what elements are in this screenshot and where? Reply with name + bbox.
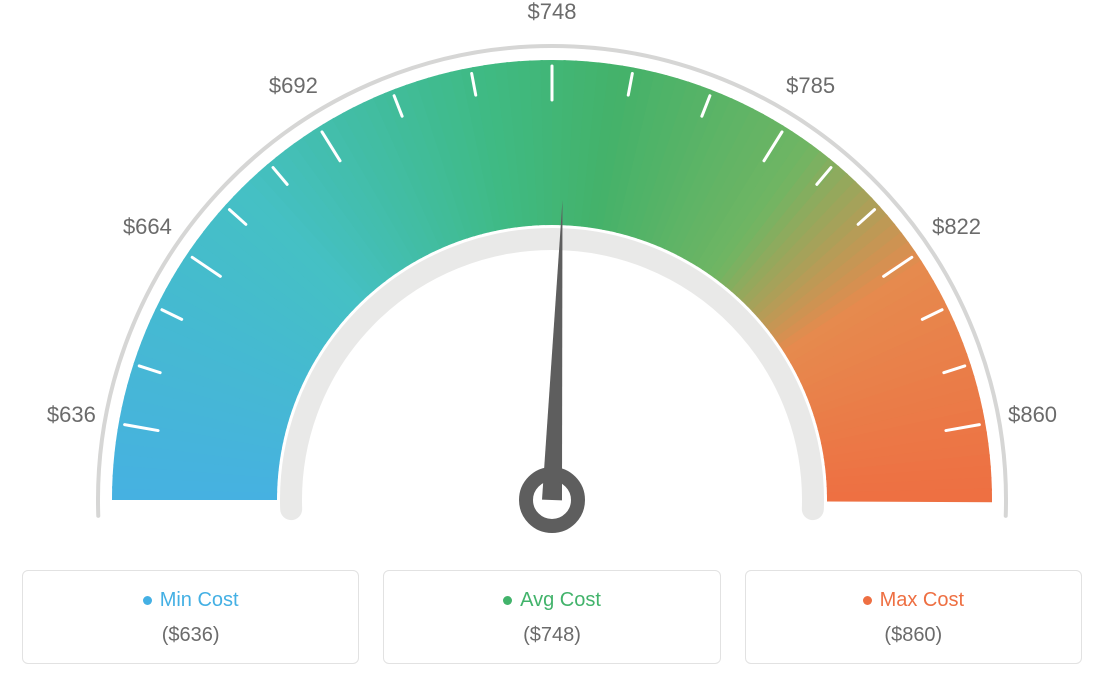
legend-card-min: Min Cost ($636) [22,570,359,664]
legend-title-avg: Avg Cost [503,589,601,612]
legend-card-max: Max Cost ($860) [745,570,1082,664]
legend-card-avg: Avg Cost ($748) [383,570,720,664]
gauge-tick-label: $860 [1008,402,1057,428]
gauge-chart: $636$664$692$748$785$822$860 [22,20,1082,550]
gauge-tick-label: $692 [269,73,318,99]
gauge-tick-label: $748 [528,0,577,25]
dot-icon [143,596,152,605]
legend-value-avg: ($748) [394,624,709,647]
legend-title-max: Max Cost [863,589,964,612]
legend-value-max: ($860) [756,624,1071,647]
legend-title-label: Max Cost [880,589,964,612]
legend-title-min: Min Cost [143,589,239,612]
gauge-tick-label: $636 [47,402,96,428]
gauge-tick-label: $664 [123,214,172,240]
legend-value-min: ($636) [33,624,348,647]
gauge-tick-label: $822 [932,214,981,240]
dot-icon [863,596,872,605]
legend-row: Min Cost ($636) Avg Cost ($748) Max Cost… [22,570,1082,664]
gauge-svg [22,20,1082,550]
legend-title-label: Min Cost [160,589,239,612]
gauge-tick-label: $785 [786,73,835,99]
dot-icon [503,596,512,605]
legend-title-label: Avg Cost [520,589,601,612]
